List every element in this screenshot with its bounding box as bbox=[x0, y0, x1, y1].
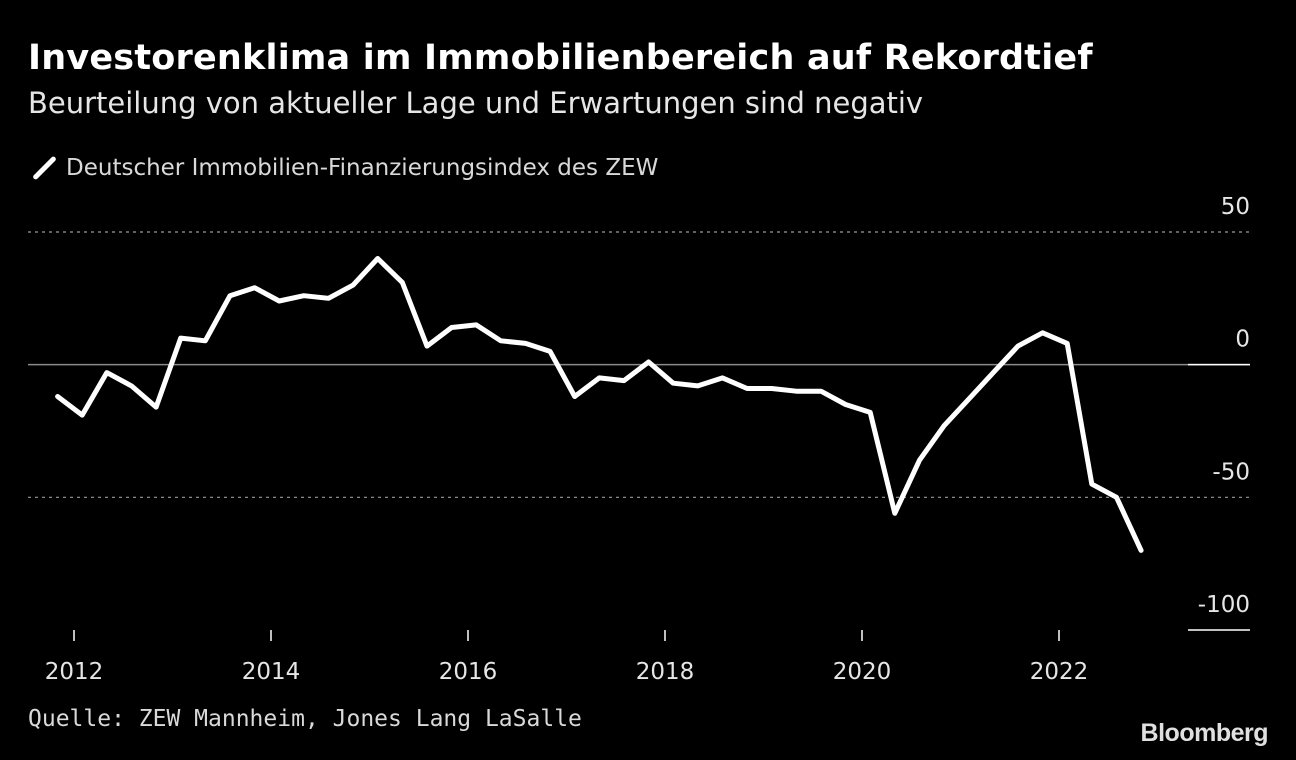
y-tick-label: -50 bbox=[1212, 459, 1250, 485]
x-tick-label: 2022 bbox=[1030, 659, 1089, 685]
bloomberg-logo: Bloomberg bbox=[1140, 719, 1269, 747]
source-note: Quelle: ZEW Mannheim, Jones Lang LaSalle bbox=[28, 706, 582, 732]
chart-title: Investorenklima im Immobilienbereich auf… bbox=[28, 38, 1093, 78]
x-tick-label: 2012 bbox=[45, 659, 104, 685]
x-tick-label: 2018 bbox=[636, 659, 695, 685]
x-tick-label: 2020 bbox=[833, 659, 892, 685]
legend: Deutscher Immobilien-Finanzierungsindex … bbox=[30, 152, 658, 184]
y-tick-label: -100 bbox=[1198, 592, 1250, 618]
legend-label: Deutscher Immobilien-Finanzierungsindex … bbox=[66, 155, 659, 181]
y-tick-label: 0 bbox=[1235, 327, 1250, 353]
y-tick-label: 50 bbox=[1221, 194, 1250, 220]
chart-subtitle: Beurteilung von aktueller Lage und Erwar… bbox=[28, 86, 924, 120]
series-line bbox=[55, 256, 1144, 553]
x-tick-label: 2014 bbox=[242, 659, 301, 685]
x-tick-label: 2016 bbox=[439, 659, 498, 685]
